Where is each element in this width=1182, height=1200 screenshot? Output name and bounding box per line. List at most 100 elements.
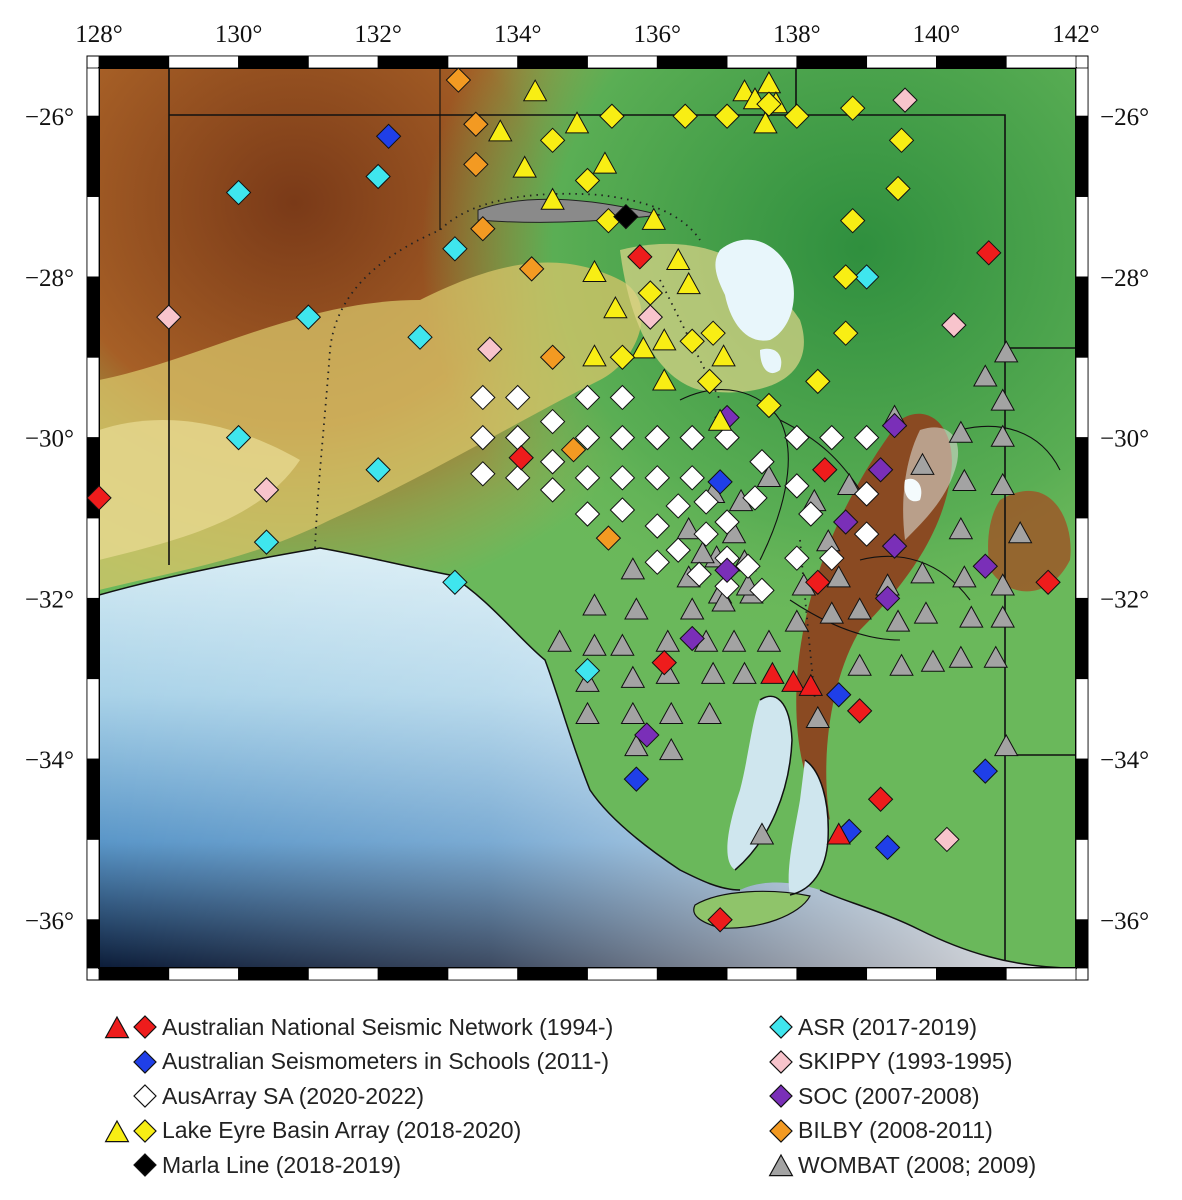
border-segment-left [86, 196, 100, 278]
station-ansn-diamond [812, 457, 838, 483]
station-leba-triangle [711, 344, 736, 367]
station-ausarray-diamond [539, 408, 566, 435]
lat-tick-label-right: −30° [1100, 426, 1149, 453]
map-border [86, 55, 1089, 981]
station-ausarray-diamond [798, 501, 824, 527]
legend-item: WOMBAT (2008; 2009) [748, 1148, 1036, 1183]
station-ausarray-diamond [609, 424, 636, 451]
station-soc-diamond [679, 625, 705, 652]
station-ausarray-diamond [644, 424, 670, 451]
coastline [99, 547, 1076, 968]
station-ausarray-diamond [539, 477, 566, 503]
legend-item: BILBY (2008-2011) [748, 1114, 1036, 1149]
border-segment-bottom [587, 967, 658, 981]
station-bilby-diamond [518, 256, 545, 282]
station-ansn-triangle [781, 669, 806, 692]
station-ansn-diamond [846, 698, 873, 724]
legend-symbols [82, 1118, 158, 1144]
legend-symbols [748, 1049, 794, 1075]
station-leba-diamond [714, 103, 740, 129]
border-segment-top [307, 55, 379, 69]
station-leba-diamond [609, 344, 636, 370]
station-leba-diamond [839, 95, 866, 121]
station-leba-triangle [732, 79, 757, 102]
lat-tick-label-left: −36° [25, 908, 74, 935]
station-wombat-triangle [990, 573, 1015, 596]
station-bilby-diamond [445, 67, 472, 93]
station-bilby-diamond [539, 344, 566, 370]
station-wombat-triangle [983, 645, 1008, 668]
station-ausarray-diamond [644, 513, 670, 539]
station-ausis-diamond [972, 758, 998, 784]
station-ausarray-diamond [609, 384, 636, 411]
station-leba-diamond [833, 320, 859, 346]
station-skippy-diamond [892, 87, 918, 113]
border-segment-left [86, 758, 100, 840]
station-bilby-diamond [560, 436, 587, 463]
station-bilby-diamond [463, 151, 489, 178]
legend-symbols [748, 1014, 794, 1040]
legend-symbols [748, 1083, 794, 1109]
border-segment-bottom [866, 967, 937, 981]
station-wombat-triangle [547, 629, 572, 652]
station-layer [86, 67, 1061, 933]
lat-tick-label-left: −30° [25, 426, 74, 453]
station-wombat-triangle [679, 597, 705, 620]
station-wombat-triangle [620, 665, 646, 688]
legend-label: Australian Seismometers in Schools (2011… [162, 1048, 609, 1075]
legend-item: ASR (2017-2019) [748, 1010, 1036, 1045]
legend-label: Australian National Seismic Network (199… [162, 1013, 614, 1040]
station-ausis-diamond [375, 123, 402, 150]
station-ansn-diamond [805, 569, 831, 595]
station-ausarray-diamond [693, 521, 719, 547]
border-segment-bottom [656, 967, 728, 981]
lake-eyre [715, 239, 794, 341]
legend-label: ASR (2017-2019) [798, 1013, 977, 1040]
station-leba-triangle [753, 111, 778, 134]
border-segment-bottom [377, 967, 449, 981]
station-ausis-diamond [707, 469, 733, 495]
station-leba-triangle [641, 207, 667, 230]
border-segment-top [377, 55, 449, 69]
station-ausarray-diamond [749, 449, 775, 475]
legend-label: AusArray SA (2020-2022) [162, 1082, 425, 1109]
seismic-station-map: 128° 130° 132° 134° 136° 138° 140° 142° −26° −26°… [25, 21, 1149, 981]
station-wombat-triangle [721, 629, 747, 652]
station-ausarray-diamond [714, 509, 740, 535]
station-leba-triangle [603, 296, 628, 319]
station-leba-triangle [488, 119, 513, 142]
station-wombat-triangle [700, 661, 726, 684]
lat-tick-label-right: −26° [1100, 104, 1149, 131]
station-soc-diamond [881, 533, 908, 559]
station-ausarray-diamond [609, 465, 636, 491]
station-ansn-diamond [707, 907, 733, 933]
station-leba-triangle [652, 328, 677, 351]
station-soc-diamond [714, 557, 740, 583]
station-asr-diamond [574, 657, 601, 684]
station-ausarray-diamond [784, 473, 810, 499]
station-asr-diamond [225, 424, 252, 451]
lon-tick-label: 142° [1052, 21, 1100, 48]
station-marla-diamond [613, 203, 639, 230]
station-skippy-diamond [941, 312, 967, 338]
station-wombat-triangle [959, 605, 984, 628]
station-leba-triangle [582, 344, 607, 367]
lat-tick-label-right: −34° [1100, 747, 1149, 774]
station-ausarray-diamond [714, 573, 740, 600]
station-wombat-triangle [952, 468, 977, 491]
border-segment-right [1075, 678, 1089, 760]
legend-item: Marla Line (2018-2019) [82, 1148, 613, 1183]
lat-tick-label-left: −28° [25, 265, 74, 292]
station-wombat-triangle [732, 661, 757, 684]
station-wombat-triangle [620, 701, 646, 725]
station-ausarray-diamond [853, 481, 880, 507]
border-segment-bottom [447, 967, 519, 981]
station-wombat-triangle [948, 517, 974, 540]
station-skippy-diamond [637, 304, 664, 330]
station-wombat-triangle [805, 705, 831, 729]
station-ausarray-diamond [819, 424, 845, 451]
border-segment-bottom [238, 967, 309, 981]
border-segment-top [168, 55, 239, 69]
station-wombat-triangle [948, 420, 974, 443]
station-leba-diamond [599, 103, 625, 129]
